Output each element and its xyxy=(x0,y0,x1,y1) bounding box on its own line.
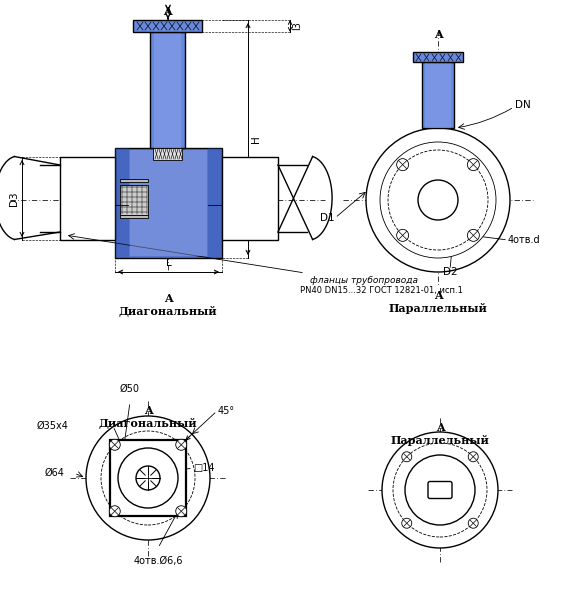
Circle shape xyxy=(402,518,412,528)
Bar xyxy=(110,440,186,516)
Text: 4отв.d: 4отв.d xyxy=(508,235,541,245)
Text: H: H xyxy=(251,135,261,143)
Circle shape xyxy=(405,455,475,525)
Circle shape xyxy=(396,230,408,241)
Text: A
Диагональный: A Диагональный xyxy=(119,293,218,317)
Circle shape xyxy=(467,159,479,171)
Circle shape xyxy=(118,448,178,508)
Circle shape xyxy=(467,230,479,241)
Bar xyxy=(120,215,148,218)
Bar xyxy=(208,148,222,258)
Text: A: A xyxy=(162,6,172,17)
Text: D1: D1 xyxy=(320,213,335,223)
Circle shape xyxy=(136,466,160,490)
Text: Ø50: Ø50 xyxy=(120,384,140,394)
Circle shape xyxy=(86,416,210,540)
Bar xyxy=(154,32,181,148)
Circle shape xyxy=(418,180,458,220)
Bar xyxy=(130,150,207,256)
Bar xyxy=(115,148,222,258)
Circle shape xyxy=(468,452,478,462)
Text: A
Параллельный: A Параллельный xyxy=(391,422,490,446)
Text: фланцы трубопровода: фланцы трубопровода xyxy=(310,276,418,285)
Bar xyxy=(425,62,451,128)
Bar xyxy=(60,157,115,240)
Circle shape xyxy=(109,440,120,450)
Bar xyxy=(120,179,148,182)
Circle shape xyxy=(396,159,408,171)
Text: 4отв.Ø6,6: 4отв.Ø6,6 xyxy=(133,556,183,566)
Text: D2: D2 xyxy=(443,267,458,277)
Bar xyxy=(413,52,463,62)
Text: PN40 DN15...32 ГОСТ 12821-01, исп.1: PN40 DN15...32 ГОСТ 12821-01, исп.1 xyxy=(300,286,463,295)
Bar xyxy=(422,62,454,128)
Bar xyxy=(120,185,148,215)
Text: A
Параллельный: A Параллельный xyxy=(389,290,487,314)
Text: L: L xyxy=(166,258,172,268)
Bar xyxy=(153,148,182,160)
Bar xyxy=(222,157,278,240)
Circle shape xyxy=(380,142,496,258)
Circle shape xyxy=(176,506,187,517)
Text: A: A xyxy=(434,29,442,40)
Text: DN: DN xyxy=(515,100,531,110)
Text: 45°: 45° xyxy=(218,406,235,416)
Text: l3: l3 xyxy=(292,22,302,31)
Bar xyxy=(115,148,129,258)
Text: Ø35х4: Ø35х4 xyxy=(36,421,68,431)
Text: Ø64: Ø64 xyxy=(44,468,64,478)
Text: □14: □14 xyxy=(193,463,215,473)
FancyBboxPatch shape xyxy=(428,481,452,499)
Circle shape xyxy=(402,452,412,462)
Bar xyxy=(150,32,185,148)
Circle shape xyxy=(109,506,120,517)
Text: D3: D3 xyxy=(9,191,19,206)
Circle shape xyxy=(382,432,498,548)
Circle shape xyxy=(468,518,478,528)
Circle shape xyxy=(176,440,187,450)
Bar xyxy=(133,20,202,32)
Circle shape xyxy=(366,128,510,272)
Text: A
Диагональный: A Диагональный xyxy=(99,405,197,429)
